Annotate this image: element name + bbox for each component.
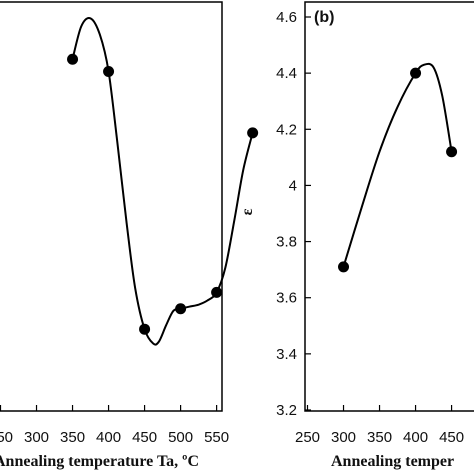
x-tick-label: 400	[96, 429, 121, 446]
y-tick-label: 3.2	[276, 402, 297, 419]
panel-b-frame	[304, 1, 474, 412]
data-point	[139, 323, 151, 335]
data-point	[410, 67, 422, 79]
panel-b-fit-curve	[342, 62, 453, 268]
panel-a-frame	[0, 1, 223, 412]
x-tick-label: 450	[439, 429, 464, 446]
data-point	[103, 66, 115, 78]
panel-a-x-ticks: 250 300 350 400 450 500 550	[0, 405, 229, 446]
data-point	[446, 146, 458, 158]
x-tick-label: 550	[204, 429, 229, 446]
y-tick-label: 4	[289, 177, 297, 194]
y-tick-label: 3.6	[276, 290, 297, 307]
panel-b-x-ticks: 250 300 350 400 450	[295, 405, 464, 446]
x-tick-label: 250	[295, 429, 320, 446]
panel-b: 250 300 350 400 450 3.2 3.4 3.6 3.8 4 4.2 4.4 4.6 A…	[239, 1, 474, 470]
x-tick-label: 350	[60, 429, 85, 446]
y-tick-label: 4.6	[276, 9, 297, 26]
panel-b-label: (b)	[314, 9, 334, 26]
data-point	[247, 127, 259, 139]
panel-a-fit-curve	[71, 17, 254, 346]
y-tick-label: 3.8	[276, 234, 297, 251]
data-point	[175, 303, 187, 315]
panel-b-data-points	[338, 67, 458, 273]
x-tick-label: 300	[331, 429, 356, 446]
x-tick-label: 500	[168, 429, 193, 446]
x-tick-label: 300	[24, 429, 49, 446]
data-point	[67, 53, 79, 65]
x-tick-label: 400	[403, 429, 428, 446]
y-tick-label: 3.4	[276, 346, 297, 363]
x-tick-label: 450	[132, 429, 157, 446]
panel-b-y-ticks: 3.2 3.4 3.6 3.8 4 4.2 4.4 4.6	[276, 9, 311, 419]
data-point	[211, 286, 223, 298]
y-tick-label: 4.4	[276, 65, 297, 82]
x-tick-label: 250	[0, 429, 13, 446]
panel-b-x-axis-title: Annealing temper	[331, 453, 454, 470]
panel-b-y-axis-title: ε	[239, 208, 256, 215]
data-point	[338, 261, 350, 273]
panel-a-data-points	[67, 53, 259, 335]
panel-a: 250 300 350 400 450 500 550 Annealing temperat…	[0, 1, 259, 470]
panel-a-x-axis-title: Annealing temperature Ta, ºC	[0, 453, 199, 470]
y-tick-label: 4.2	[276, 121, 297, 138]
x-tick-label: 350	[367, 429, 392, 446]
